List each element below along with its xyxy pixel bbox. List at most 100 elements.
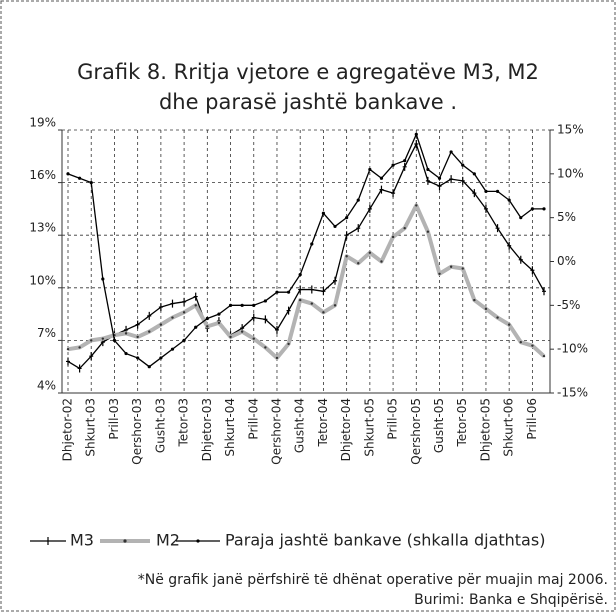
marker [414,132,418,136]
y-tick-label: 16% [29,168,56,182]
marker [333,304,337,307]
marker [519,340,522,344]
marker [286,290,291,294]
y-tick-label: 19% [29,116,56,130]
marker [159,356,163,360]
marker [136,356,140,360]
marker [484,307,488,311]
marker [414,140,419,149]
marker [159,323,163,326]
marker [403,159,407,163]
source: Burimi: Banka e Shqipërisë. [414,592,608,608]
y2-tick-label: 15% [557,123,584,137]
marker [217,321,221,325]
chart-title: Grafik 8. Rritja vjetore e agregatëve M3… [77,60,539,84]
marker [78,176,82,180]
marker [89,181,93,185]
marker [90,339,93,342]
x-tick-label: Dhjetor-02 [61,398,75,461]
marker [287,342,290,346]
marker [437,176,442,180]
marker [182,297,187,306]
x-tick-label: Dhjetor-03 [200,398,214,461]
marker [426,230,430,233]
marker [356,224,361,233]
marker [228,303,233,307]
marker [484,189,488,193]
marker [170,299,175,308]
marker [437,182,442,191]
marker [274,325,279,334]
marker [264,346,267,349]
legend-label: M2 [156,531,180,550]
x-tick-label: Gusht-04 [293,398,307,453]
marker [298,285,303,294]
marker [136,335,139,339]
series-line [67,133,544,368]
marker [449,265,453,268]
y-tick-label: 7% [37,326,56,340]
x-tick-label: Prill-04 [246,398,260,440]
x-tick-label: Qershor-03 [130,398,144,465]
marker [275,290,279,294]
marker [415,204,418,207]
marker [135,320,140,329]
marker [321,211,326,215]
x-tick-label: Dhjetor-04 [339,398,353,461]
marker [112,338,117,342]
x-tick-label: Shkurt-05 [362,398,376,457]
marker [425,176,430,185]
marker [298,273,302,277]
x-tick-label: Tetor-04 [316,398,330,448]
marker [263,315,268,324]
marker [193,292,198,301]
marker [147,365,151,369]
marker [171,316,174,319]
marker [472,189,477,198]
x-tick-label: Shkurt-06 [502,398,516,457]
marker [101,277,105,281]
y-tick-label: 13% [29,221,56,235]
marker [507,198,511,202]
y2-tick-label: 10% [557,166,584,180]
marker [252,337,255,340]
marker [206,325,209,328]
marker [461,267,464,270]
marker [252,303,256,307]
marker [483,204,488,213]
x-tick-label: Gusht-03 [153,398,167,453]
x-tick-label: Shkurt-03 [84,398,98,457]
marker [89,352,94,361]
marker [263,299,267,303]
marker [124,332,128,335]
marker [473,298,476,302]
marker [530,266,535,275]
marker [310,302,314,305]
marker [495,189,500,193]
marker [66,347,70,351]
marker [275,356,279,360]
marker [380,260,383,263]
y2-tick-label: -10% [557,342,588,356]
marker [240,303,244,307]
marker [77,364,82,373]
marker [66,357,70,366]
marker [124,351,128,356]
marker [542,287,546,296]
marker [194,304,197,307]
x-tick-label: Qershor-04 [269,398,283,465]
marker [472,172,476,176]
marker [229,335,232,339]
legend-marker [123,539,127,543]
marker [194,325,198,329]
marker [147,311,152,320]
marker [368,251,372,254]
legend-label: M3 [70,531,94,550]
x-tick-label: Qershor-05 [409,398,423,465]
marker [391,235,395,239]
marker [507,323,511,326]
y2-tick-label: 5% [557,210,576,224]
y2-tick-label: -5% [557,298,580,312]
series-line [67,143,545,370]
